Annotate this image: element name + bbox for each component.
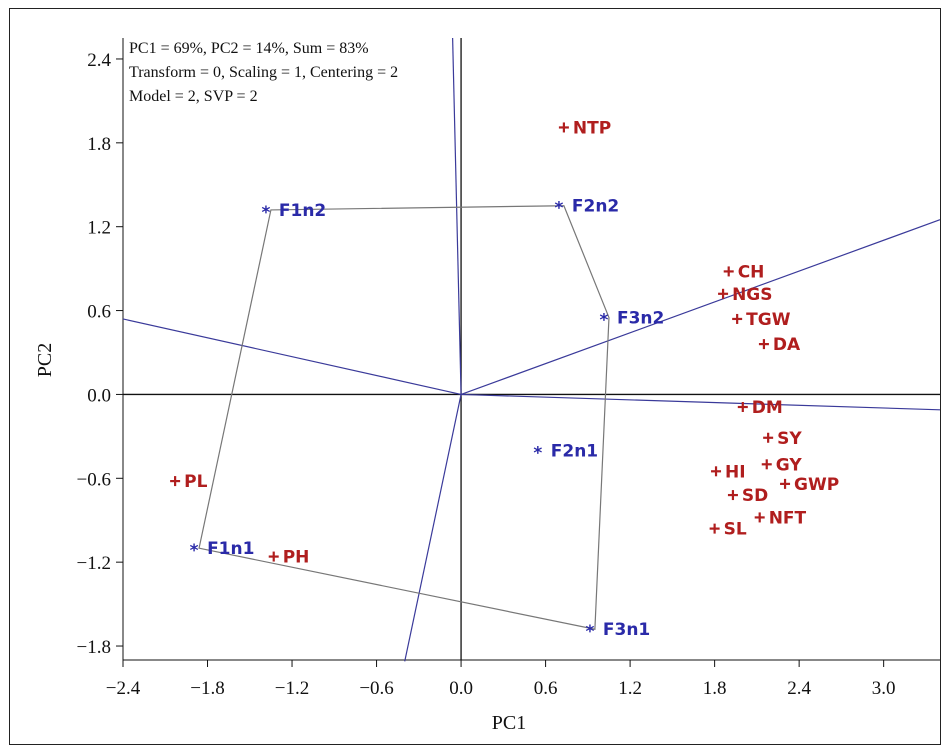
genotype-marker: * xyxy=(190,541,199,561)
genotype-label: F3n1 xyxy=(603,620,650,640)
x-tick-label: −2.4 xyxy=(106,678,141,699)
info-line-3: Model = 2, SVP = 2 xyxy=(129,88,258,105)
genotype-label: F1n1 xyxy=(207,539,254,559)
x-tick-label: −1.8 xyxy=(190,678,224,699)
trait-label: DM xyxy=(752,398,783,418)
x-tick-label: −1.2 xyxy=(275,678,309,699)
convex-hull-polygon xyxy=(198,205,610,630)
trait-label: TGW xyxy=(746,310,791,330)
sector-ray xyxy=(460,219,941,395)
x-tick-label: 0.6 xyxy=(534,678,558,699)
plot-layer: −2.4 −1.8 −1.2 −0.6 0.0 0.6 1.2 1.8 2.4 3.0 2.4 1.8… xyxy=(77,37,941,699)
genotype-marker: * xyxy=(585,622,594,642)
genotype-label: F3n2 xyxy=(617,309,664,329)
sector-ray xyxy=(452,37,462,395)
trait-label: CH xyxy=(738,262,765,282)
sector-ray xyxy=(404,394,462,662)
genotype-label: F1n2 xyxy=(279,201,326,221)
y-tick-label: 2.4 xyxy=(87,50,111,71)
info-line-2: Transform = 0, Scaling = 1, Centering = … xyxy=(129,64,398,81)
y-tick-label: −0.6 xyxy=(77,469,111,490)
y-tick-label: −1.2 xyxy=(77,553,111,574)
genotype-marker: * xyxy=(533,443,542,463)
y-axis-label: PC2 xyxy=(34,343,56,377)
trait-label: HI xyxy=(725,462,746,482)
y-tick-label: −1.8 xyxy=(77,637,111,658)
trait-label: DA xyxy=(773,335,801,355)
trait-label: GY xyxy=(776,455,803,475)
y-tick-label: 1.2 xyxy=(87,218,111,239)
trait-label: SY xyxy=(777,429,802,449)
info-line-1: PC1 = 69%, PC2 = 14%, Sum = 83% xyxy=(129,40,369,57)
trait-label: NFT xyxy=(769,508,807,528)
y-tick-label: 1.8 xyxy=(87,134,111,155)
trait-label: NTP xyxy=(573,118,611,138)
genotype-label: F2n2 xyxy=(572,197,619,217)
genotype-marker: * xyxy=(261,203,270,223)
x-axis-label: PC1 xyxy=(492,712,526,734)
y-tick-label: 0.6 xyxy=(87,302,111,323)
trait-label: PL xyxy=(184,472,207,492)
genotype-marker: * xyxy=(600,311,609,331)
x-tick-label: 3.0 xyxy=(872,678,896,699)
genotype-label: F2n1 xyxy=(551,441,598,461)
trait-label: PH xyxy=(283,548,310,568)
trait-label: NGS xyxy=(732,285,772,305)
trait-label: SD xyxy=(742,486,768,506)
trait-label: SL xyxy=(724,520,747,540)
x-tick-label: 1.8 xyxy=(703,678,727,699)
genotype-marker: * xyxy=(554,199,563,219)
x-tick-label: 0.0 xyxy=(449,678,473,699)
info-box: PC1 = 69%, PC2 = 14%, Sum = 83% Transfor… xyxy=(129,40,398,105)
sector-ray xyxy=(122,318,462,396)
chart-frame xyxy=(9,8,941,745)
x-tick-label: 2.4 xyxy=(787,678,811,699)
trait-label: GWP xyxy=(794,475,839,495)
x-tick-label: 1.2 xyxy=(618,678,642,699)
x-tick-label: −0.6 xyxy=(359,678,393,699)
y-tick-label: 0.0 xyxy=(87,385,111,406)
sector-ray xyxy=(461,393,941,411)
